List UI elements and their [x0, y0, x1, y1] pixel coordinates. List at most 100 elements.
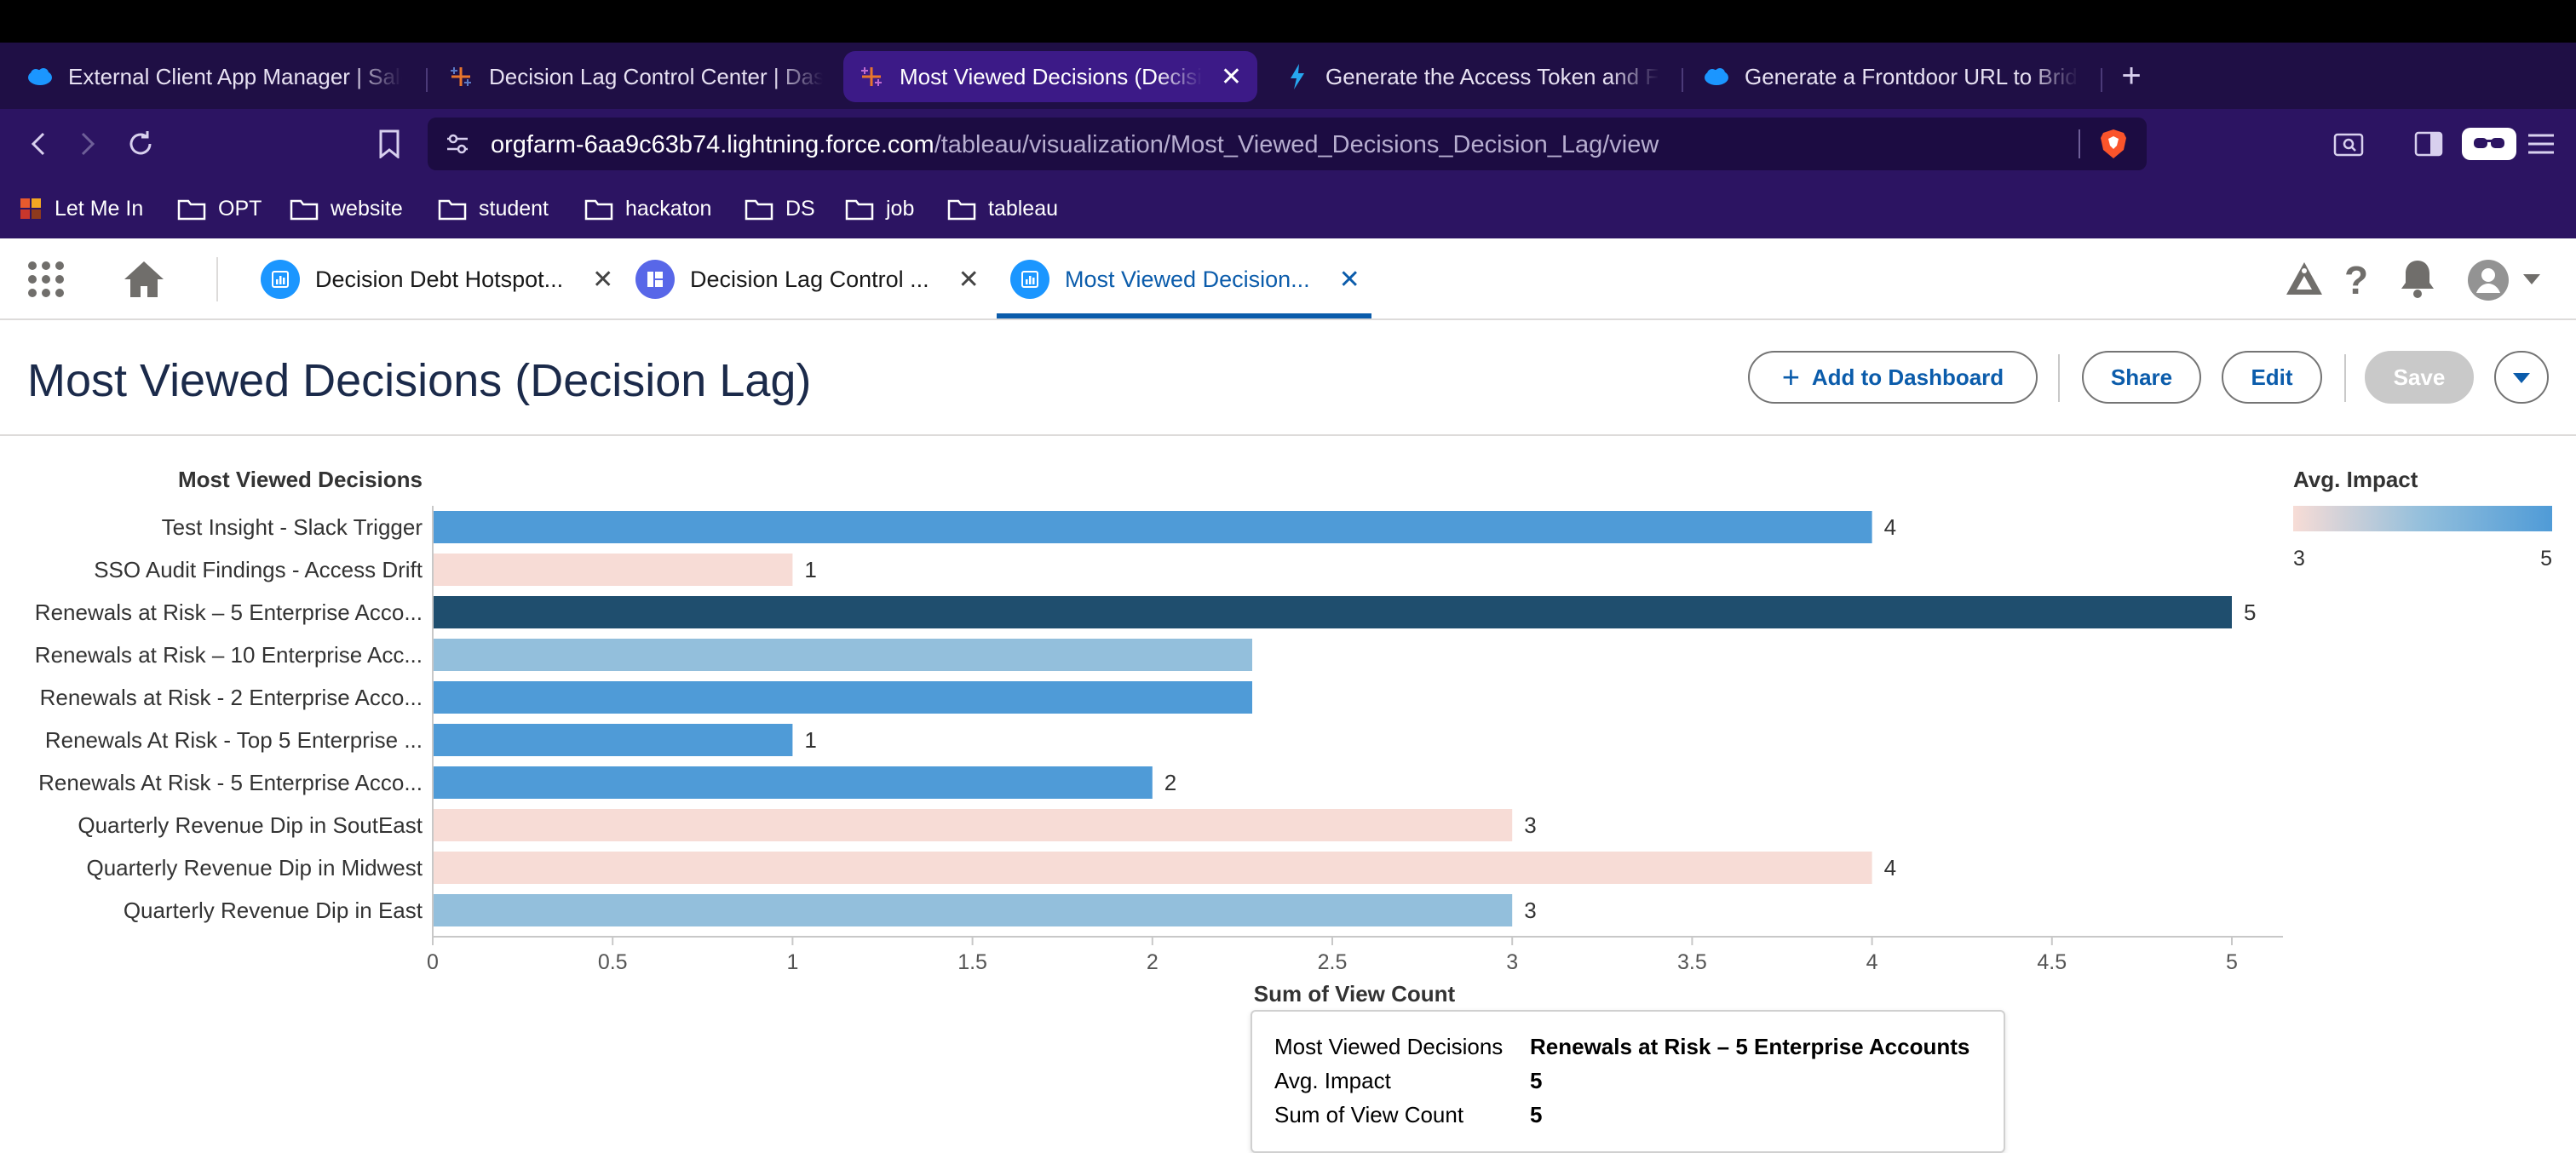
- bar[interactable]: [433, 511, 1872, 543]
- trailhead-icon[interactable]: [2283, 259, 2326, 304]
- reload-button[interactable]: [121, 124, 160, 163]
- dashboard-icon: [635, 260, 675, 299]
- new-tab-button[interactable]: +: [2121, 57, 2142, 95]
- menu-icon[interactable]: [2521, 124, 2561, 163]
- home-icon[interactable]: [123, 259, 165, 304]
- edit-button[interactable]: Edit: [2222, 351, 2322, 404]
- tab-separator: [1682, 68, 1683, 92]
- browser-tab-decision-lag[interactable]: Decision Lag Control Center | Dash: [433, 51, 838, 102]
- sf-tab-label: Most Viewed Decision...: [1065, 266, 1310, 292]
- url-host: orgfarm-6aa9c63b74.lightning.force.com: [491, 131, 934, 158]
- notifications-bell-icon[interactable]: [2397, 257, 2438, 304]
- app-launcher-icon[interactable]: [27, 261, 65, 302]
- more-actions-button[interactable]: [2494, 351, 2549, 404]
- bookmark-hackaton[interactable]: hackaton: [584, 194, 711, 223]
- share-label: Share: [2110, 364, 2173, 390]
- forward-button[interactable]: [68, 124, 107, 163]
- bar[interactable]: [433, 639, 1252, 671]
- save-button[interactable]: Save: [2365, 351, 2474, 404]
- category-label: Renewals at Risk - 2 Enterprise Acco...: [40, 685, 423, 710]
- salesforce-cloud-icon: [27, 64, 53, 89]
- tab-separator: [426, 68, 428, 92]
- tooltip-row: Sum of View Count 5: [1274, 1102, 1542, 1128]
- folder-icon: [845, 197, 874, 221]
- category-label: Quarterly Revenue Dip in Midwest: [87, 855, 423, 881]
- legend-max-label: 5: [2540, 547, 2552, 571]
- bookmark-let-me-in[interactable]: Let Me In: [19, 194, 143, 223]
- browser-tab-title: Decision Lag Control Center | Dash: [489, 63, 823, 89]
- tooltip-key: Avg. Impact: [1274, 1068, 1391, 1093]
- folder-icon: [584, 197, 613, 221]
- bar-chart: Most Viewed Decisions Test Insight - Sla…: [35, 467, 2552, 1007]
- folder-icon: [438, 197, 467, 221]
- browser-tab-frontdoor-url[interactable]: Generate a Frontdoor URL to Bridg: [1688, 51, 2094, 102]
- salesforce-tab-bar: Decision Debt Hotspot... ✕ Decision Lag …: [0, 238, 2576, 320]
- bar[interactable]: [433, 894, 1513, 926]
- add-to-dashboard-button[interactable]: + Add to Dashboard: [1748, 351, 2038, 404]
- folder-icon: [745, 197, 773, 221]
- screen-search-icon[interactable]: [2329, 124, 2368, 163]
- browser-tab-external-client-app[interactable]: External Client App Manager | Sale: [12, 51, 417, 102]
- bookmark-opt[interactable]: OPT: [177, 194, 262, 223]
- close-icon[interactable]: ✕: [957, 265, 980, 294]
- chevron-down-icon[interactable]: [2521, 272, 2542, 290]
- bookmark-job[interactable]: job: [845, 194, 914, 223]
- save-label: Save: [2393, 364, 2446, 390]
- back-button[interactable]: [19, 124, 58, 163]
- bar[interactable]: [433, 596, 2232, 628]
- browser-tab-access-token[interactable]: Generate the Access Token and Fro: [1269, 51, 1675, 102]
- browser-tab-title: Generate the Access Token and Fro: [1325, 63, 1659, 89]
- brave-shields-icon[interactable]: [2099, 128, 2128, 164]
- site-settings-icon[interactable]: [445, 131, 470, 161]
- bar[interactable]: [433, 852, 1872, 884]
- x-tick-label: 3.5: [1677, 950, 1707, 974]
- bookmark-label: hackaton: [625, 196, 712, 221]
- edit-label: Edit: [2251, 364, 2293, 390]
- browser-toolbar: orgfarm-6aa9c63b74.lightning.force.com/t…: [0, 109, 2576, 179]
- help-icon[interactable]: ?: [2344, 258, 2369, 302]
- bookmark-label: website: [331, 196, 403, 221]
- bar[interactable]: [433, 724, 793, 756]
- category-label: Renewals At Risk - 5 Enterprise Acco...: [38, 770, 423, 795]
- bar[interactable]: [433, 809, 1513, 841]
- bookmark-website[interactable]: website: [290, 194, 403, 223]
- sf-tab-decision-lag[interactable]: Decision Lag Control ... ✕: [635, 238, 980, 320]
- bookmark-tableau[interactable]: tableau: [947, 194, 1058, 223]
- sf-tab-decision-debt[interactable]: Decision Debt Hotspot... ✕: [261, 238, 613, 320]
- share-button[interactable]: Share: [2082, 351, 2201, 404]
- tab-divider: [216, 257, 218, 301]
- bar[interactable]: [433, 766, 1153, 799]
- close-icon[interactable]: ✕: [1338, 265, 1360, 294]
- sf-tab-most-viewed[interactable]: Most Viewed Decision... ✕: [1010, 238, 1360, 320]
- app-icon: [19, 197, 43, 221]
- chart-area: Most Viewed Decisions Test Insight - Sla…: [0, 436, 2576, 1153]
- folder-icon: [947, 197, 976, 221]
- tooltip-key: Most Viewed Decisions: [1274, 1034, 1504, 1059]
- close-tab-icon[interactable]: ✕: [1220, 62, 1242, 91]
- button-separator: [2344, 354, 2346, 402]
- sidebar-toggle-icon[interactable]: [2409, 124, 2448, 163]
- bookmark-icon[interactable]: [370, 124, 409, 163]
- plus-icon: +: [1781, 359, 1800, 394]
- tableau-icon: [859, 64, 884, 89]
- legend-min-label: 3: [2293, 547, 2305, 571]
- bar[interactable]: [433, 681, 1252, 714]
- close-icon[interactable]: ✕: [592, 265, 614, 294]
- bar[interactable]: [433, 554, 793, 586]
- bookmark-student[interactable]: student: [438, 194, 549, 223]
- bookmark-label: OPT: [218, 196, 262, 221]
- x-tick-label: 4: [1866, 950, 1878, 974]
- avatar[interactable]: [2467, 259, 2510, 306]
- legend-color-ramp: [2293, 506, 2552, 531]
- bookmark-ds[interactable]: DS: [745, 194, 815, 223]
- url-divider: [2079, 129, 2080, 158]
- browser-tab-title: Generate a Frontdoor URL to Bridg: [1745, 63, 2079, 89]
- chevron-down-icon: [2511, 364, 2532, 391]
- address-bar[interactable]: orgfarm-6aa9c63b74.lightning.force.com/t…: [428, 118, 2147, 170]
- x-tick-label: 1.5: [957, 950, 987, 974]
- reader-mode-icon[interactable]: [2462, 128, 2516, 160]
- x-tick-label: 0: [427, 950, 439, 974]
- x-tick-label: 2.5: [1318, 950, 1348, 974]
- browser-tab-most-viewed[interactable]: Most Viewed Decisions (Decisi ✕: [843, 51, 1257, 102]
- data-label: 5: [2244, 599, 2256, 625]
